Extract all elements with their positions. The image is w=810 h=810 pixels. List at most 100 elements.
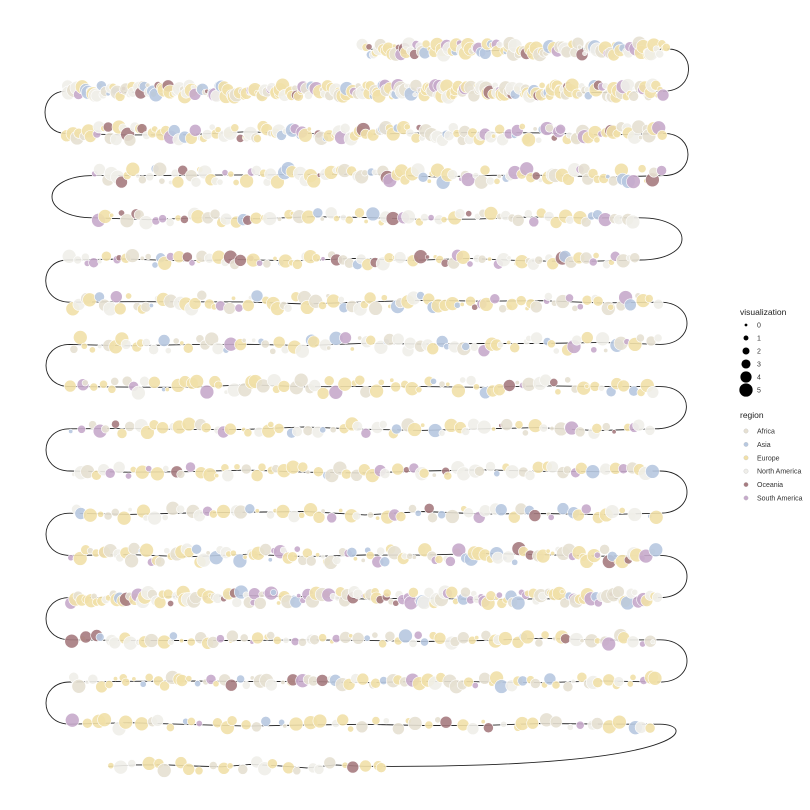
data-point (485, 590, 497, 602)
data-point (593, 136, 601, 144)
data-point (378, 639, 387, 649)
size-legend-key-3 (741, 359, 751, 369)
data-point (412, 92, 418, 98)
data-point (326, 512, 338, 524)
data-point (403, 83, 409, 89)
data-point (408, 504, 417, 513)
data-point (221, 169, 229, 177)
data-point (262, 211, 277, 226)
data-point (272, 255, 278, 261)
data-point (483, 206, 499, 221)
data-point (107, 384, 117, 394)
data-point (611, 429, 617, 435)
data-point (650, 639, 656, 645)
data-point (562, 681, 574, 693)
data-point (493, 177, 501, 185)
color-legend-key-africa (743, 428, 749, 434)
data-point (191, 543, 202, 555)
data-point (333, 215, 340, 222)
data-point (495, 591, 503, 599)
data-point (591, 423, 603, 434)
data-point (88, 257, 100, 269)
data-point (240, 719, 252, 731)
data-point (438, 380, 446, 388)
data-point (82, 717, 93, 729)
data-point (244, 503, 256, 515)
data-point (517, 675, 529, 687)
data-point (628, 90, 639, 102)
data-point (552, 347, 560, 355)
data-point (502, 379, 516, 392)
data-point (154, 556, 166, 568)
data-point (566, 723, 574, 731)
data-point (479, 297, 494, 312)
data-point (612, 714, 627, 730)
data-point (199, 384, 215, 400)
data-point (420, 422, 426, 428)
data-point (554, 388, 562, 396)
data-point (262, 259, 272, 269)
data-point (369, 383, 384, 399)
data-point (267, 557, 273, 563)
data-point (656, 88, 670, 102)
data-point (88, 346, 96, 354)
data-point (104, 467, 116, 479)
data-point (131, 676, 137, 682)
data-point (346, 760, 360, 774)
data-point (234, 303, 244, 313)
data-point (401, 209, 416, 225)
data-point (576, 303, 584, 311)
data-point (451, 383, 466, 398)
data-point (565, 293, 574, 303)
data-point (354, 374, 366, 386)
data-point (251, 337, 257, 343)
color-legend-key-europe (743, 455, 749, 461)
data-point (72, 551, 88, 566)
data-point (337, 296, 345, 303)
size-legend-key-0 (744, 323, 748, 327)
data-point (601, 422, 611, 432)
data-point (590, 717, 604, 730)
data-point (144, 673, 154, 682)
data-point (605, 386, 617, 398)
color-legend-label-europe: Europe (757, 455, 780, 462)
data-point (113, 759, 128, 775)
data-point (292, 259, 303, 270)
data-point (547, 513, 555, 521)
data-point (276, 600, 282, 606)
data-point (656, 129, 668, 141)
data-point (304, 91, 313, 100)
data-point (124, 553, 139, 569)
data-point (254, 508, 260, 514)
data-point (109, 133, 123, 146)
data-point (127, 542, 141, 555)
data-point (116, 428, 128, 439)
data-point (208, 123, 216, 131)
data-point (336, 713, 350, 727)
data-point (521, 132, 536, 148)
data-point (546, 460, 559, 474)
data-point (539, 423, 549, 433)
data-point (82, 292, 97, 308)
data-point (80, 342, 88, 350)
data-point (576, 90, 583, 98)
data-point (298, 128, 313, 143)
data-point (478, 504, 492, 518)
data-point (455, 250, 471, 265)
data-point (653, 298, 664, 310)
data-point (186, 637, 196, 647)
data-point (308, 379, 322, 392)
size-legend-label-4: 4 (757, 375, 761, 382)
data-point (251, 721, 262, 733)
data-point (230, 123, 240, 133)
data-point (157, 334, 171, 347)
data-point (295, 343, 310, 359)
data-point (270, 588, 277, 596)
data-point (461, 427, 471, 436)
data-point (434, 555, 444, 564)
data-point (226, 715, 238, 727)
data-point (418, 467, 430, 479)
data-point (423, 503, 435, 514)
data-point (148, 302, 154, 308)
